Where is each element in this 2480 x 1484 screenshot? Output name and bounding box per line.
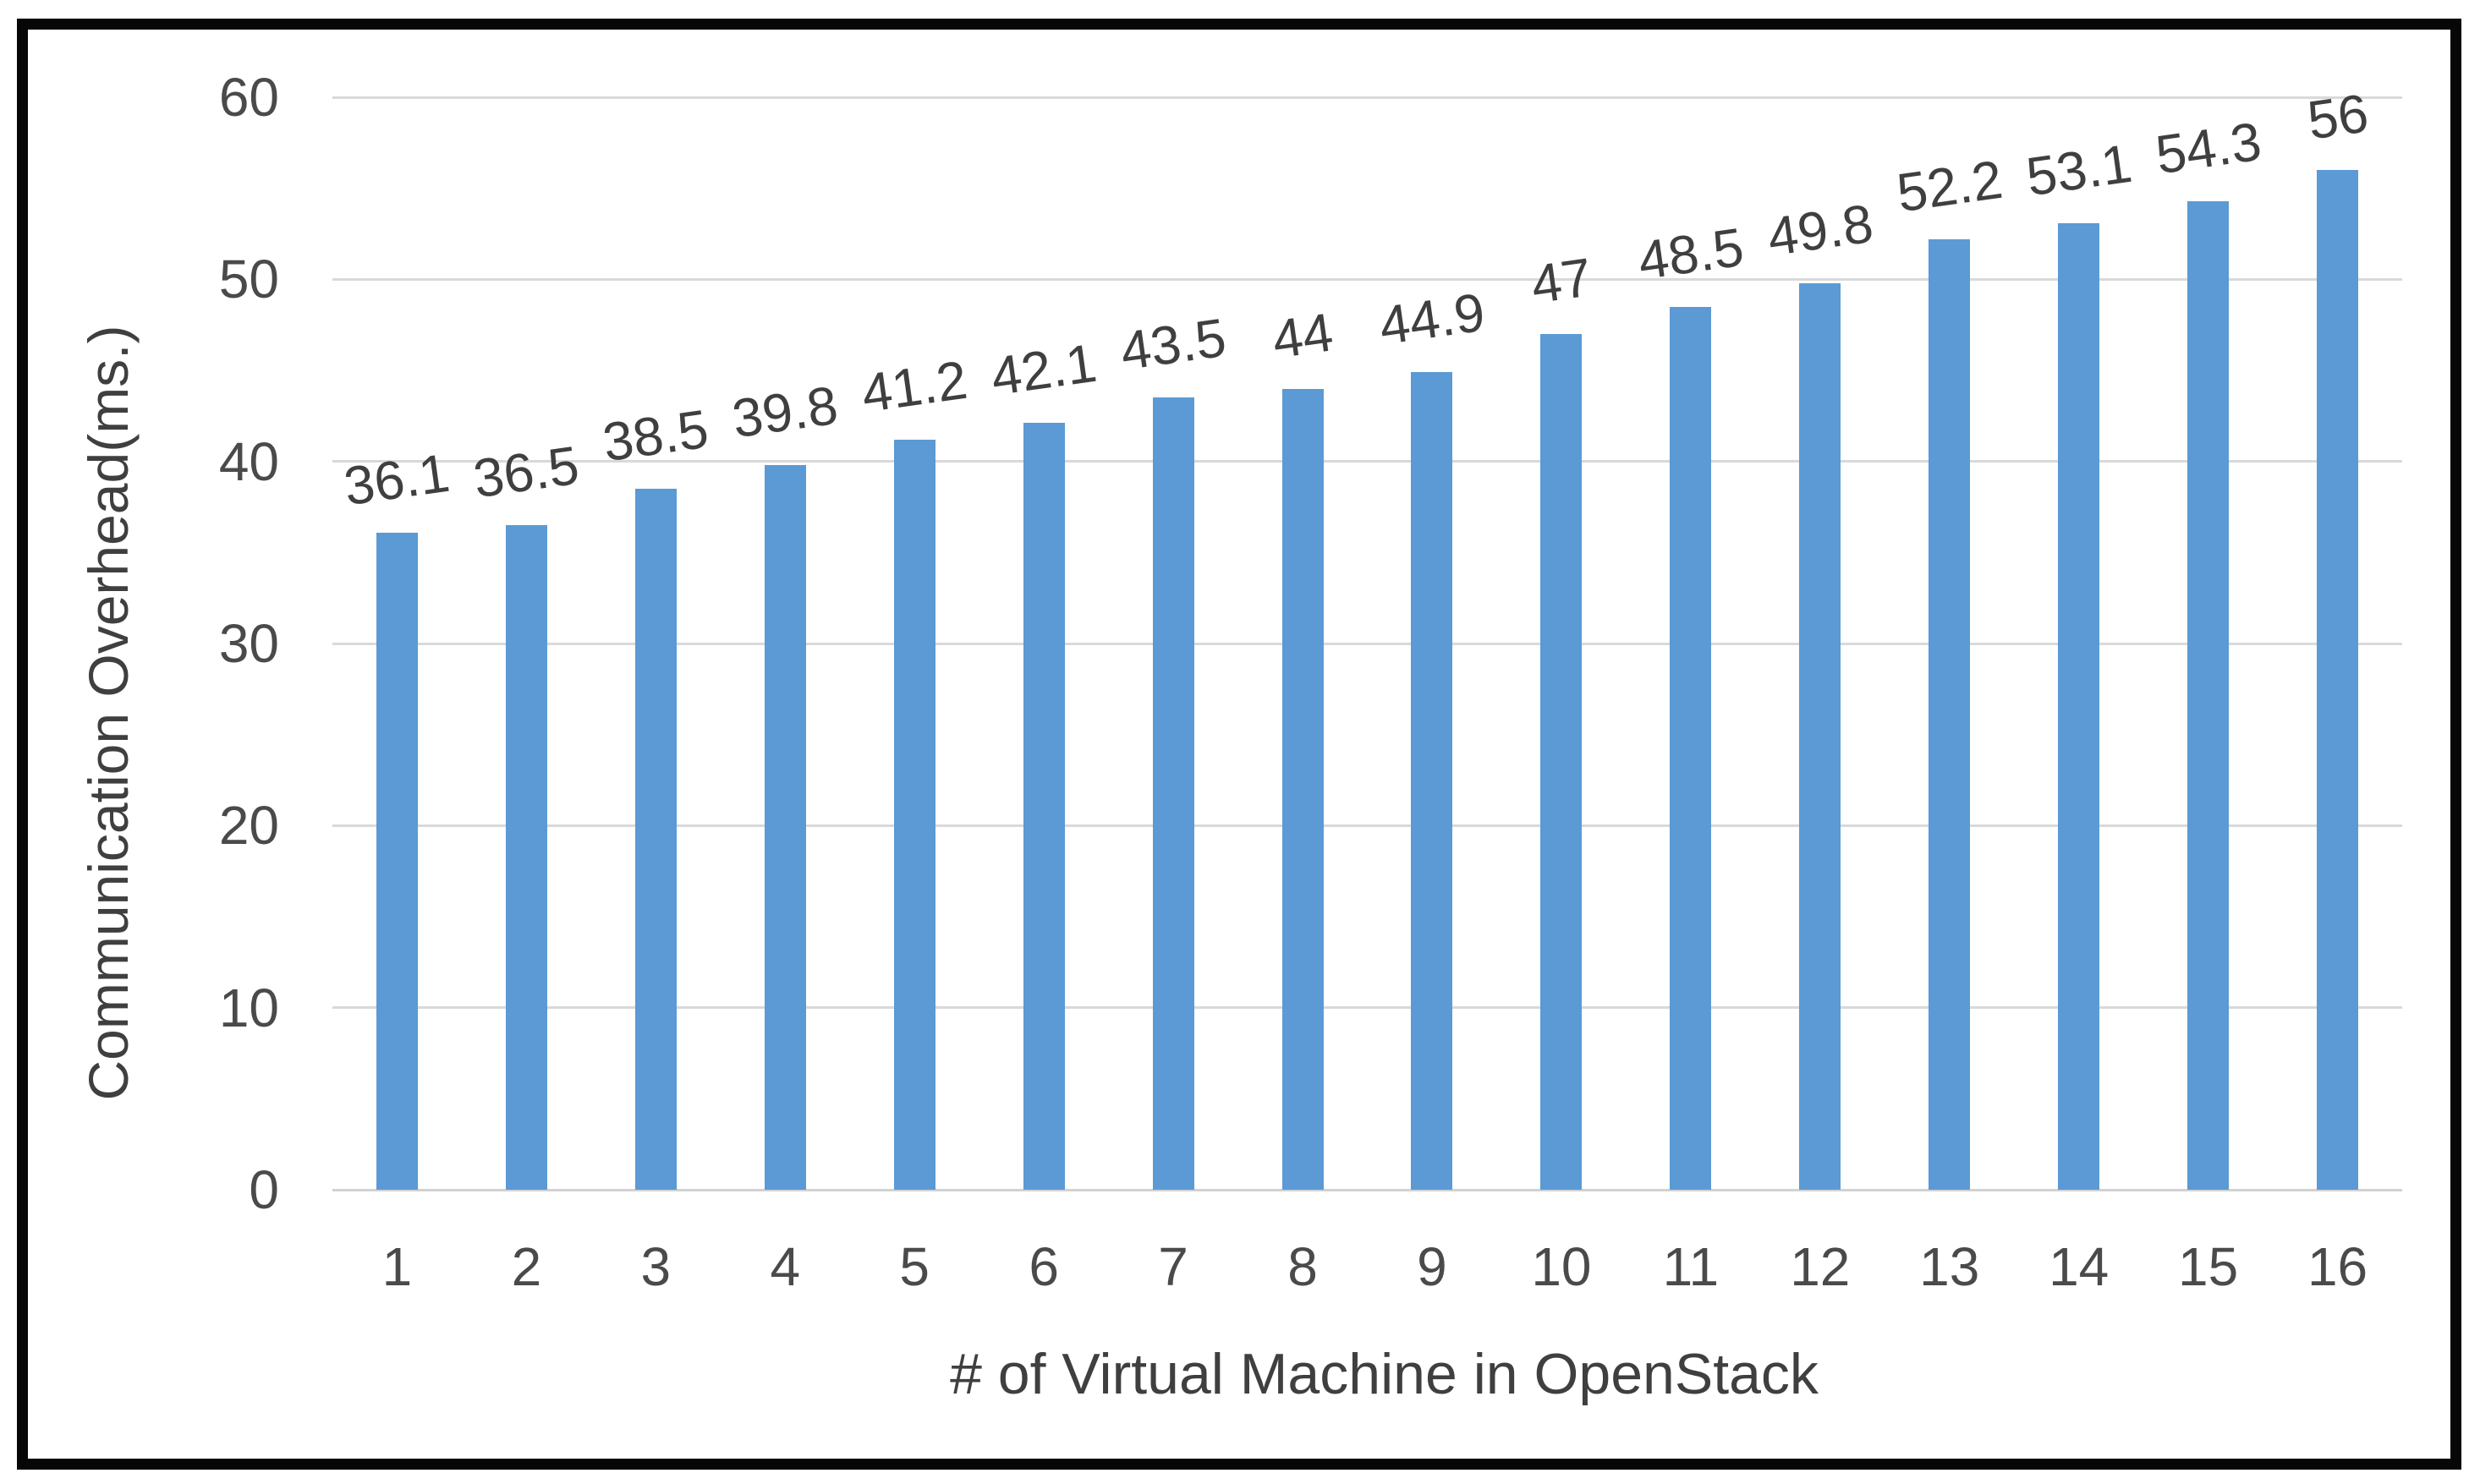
x-tick-label: 10 <box>1531 1236 1592 1297</box>
bar <box>1540 333 1583 1190</box>
bar <box>893 439 935 1190</box>
bar <box>1023 423 1065 1190</box>
bar <box>634 488 677 1190</box>
x-tick-label: 12 <box>1790 1236 1851 1297</box>
bar <box>2317 170 2359 1190</box>
gridline <box>332 1006 2402 1010</box>
x-tick-label: 7 <box>1158 1236 1188 1297</box>
gridline <box>332 642 2402 645</box>
chart-border-frame: Communication Overhead(ms.) # of Virtual… <box>17 19 2461 1470</box>
plot-area: 0 10 20 30 40 50 60 36.1 1 36.5 2 38.5 3 39.8 4 41.2 5 42… <box>28 30 2450 1459</box>
x-tick-label: 13 <box>1919 1236 1980 1297</box>
y-tick-label: 0 <box>249 1159 279 1220</box>
bar <box>2058 222 2100 1190</box>
x-axis-title: # of Virtual Machine in OpenStack <box>950 1342 1819 1406</box>
gridline <box>332 824 2402 827</box>
bar <box>2187 200 2230 1190</box>
gridline <box>332 96 2402 99</box>
y-tick-label: 20 <box>218 795 279 857</box>
y-tick-label: 10 <box>218 977 279 1038</box>
bar <box>1929 238 1971 1190</box>
bar <box>1152 397 1194 1190</box>
x-tick-label: 9 <box>1417 1236 1447 1297</box>
x-tick-label: 16 <box>2307 1236 2368 1297</box>
y-tick-label: 30 <box>218 613 279 674</box>
data-label: 56 <box>2303 82 2372 151</box>
x-tick-label: 8 <box>1287 1236 1318 1297</box>
x-tick-label: 2 <box>511 1236 542 1297</box>
x-tick-label: 15 <box>2178 1236 2239 1297</box>
x-tick-label: 11 <box>1662 1236 1720 1297</box>
bar <box>505 525 547 1190</box>
gridline <box>332 277 2402 281</box>
y-tick-label: 50 <box>218 249 279 310</box>
x-tick-label: 4 <box>770 1236 801 1297</box>
x-tick-label: 1 <box>381 1236 413 1297</box>
bar <box>764 464 806 1190</box>
y-tick-label: 60 <box>218 67 279 128</box>
bar <box>1670 306 1712 1190</box>
bar <box>1281 388 1324 1190</box>
x-tick-label: 6 <box>1029 1236 1059 1297</box>
bar <box>1411 372 1453 1190</box>
x-tick-label: 14 <box>2049 1236 2110 1297</box>
y-tick-label: 40 <box>218 430 279 492</box>
x-tick-label: 5 <box>899 1236 930 1297</box>
bar <box>1799 282 1841 1190</box>
x-axis-line <box>332 1188 2402 1191</box>
x-tick-label: 3 <box>640 1236 672 1297</box>
gridline <box>332 460 2402 463</box>
bar <box>376 532 418 1190</box>
